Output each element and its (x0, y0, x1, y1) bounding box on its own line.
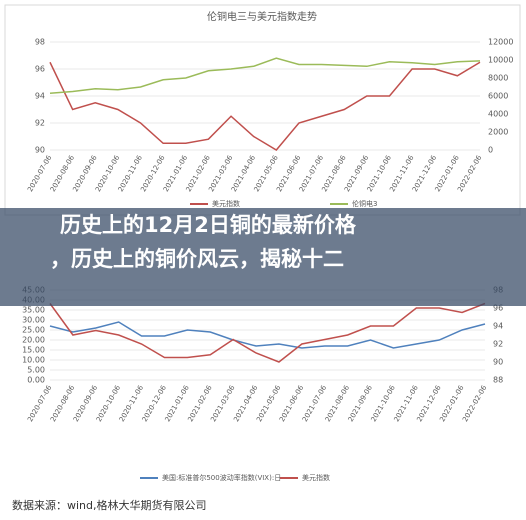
y-tick-label: 98 (35, 38, 45, 47)
source: 数据来源：wind,格林大华期货有限公司 (12, 499, 207, 512)
y-tick-label: 30.00 (22, 316, 45, 325)
y-tick-label: 4000 (488, 110, 508, 119)
y-tick-label: 20.00 (22, 336, 45, 345)
y-tick-label: 88 (493, 376, 503, 385)
y-tick-label: 0 (488, 146, 493, 155)
legend-label: 美国:标准普尔500波动率指数(VIX):日 (162, 473, 281, 482)
y-tick-label: 92 (35, 119, 45, 128)
series-line (49, 61, 481, 151)
y-tick-label: 10.00 (22, 356, 45, 365)
x-tick-label: 2022-02-06 (456, 154, 484, 194)
y-tick-label: 96 (35, 65, 45, 74)
y-tick-label: 6000 (488, 92, 508, 101)
legend-label: 伦铜电3 (352, 199, 377, 208)
y-tick-label: 90 (35, 146, 45, 155)
legend-label: 美元指数 (302, 473, 330, 482)
y-tick-label: 94 (493, 322, 503, 331)
y-tick-label: 5.00 (27, 366, 45, 375)
y-tick-label: 90 (493, 358, 503, 367)
y-tick-label: 92 (493, 340, 503, 349)
chart-title: 伦铜电三与美元指数走势 (207, 10, 317, 23)
y-tick-label: 94 (35, 92, 45, 101)
series-line (49, 57, 481, 95)
banner-line: ，历史上的铜价风云，揭秘十二 (50, 247, 344, 271)
series-line (49, 321, 486, 349)
y-tick-label: 2000 (488, 128, 508, 137)
y-tick-label: 8000 (488, 74, 508, 83)
series-line (49, 302, 486, 363)
y-tick-label: 12000 (488, 38, 513, 47)
y-tick-label: 10000 (488, 56, 513, 65)
y-tick-label: 96 (493, 304, 503, 313)
y-tick-label: 15.00 (22, 346, 45, 355)
y-tick-label: 25.00 (22, 326, 45, 335)
legend-label: 美元指数 (212, 199, 240, 208)
y-tick-label: 0.00 (27, 376, 45, 385)
y-tick-label: 35.00 (22, 306, 45, 315)
banner: 历史上的12月2日铜的最新价格 ，历史上的铜价风云，揭秘十二 (0, 208, 526, 306)
x-tick-label: 2022-02-06 (461, 384, 489, 424)
banner-line: 历史上的12月2日铜的最新价格 (60, 213, 356, 237)
